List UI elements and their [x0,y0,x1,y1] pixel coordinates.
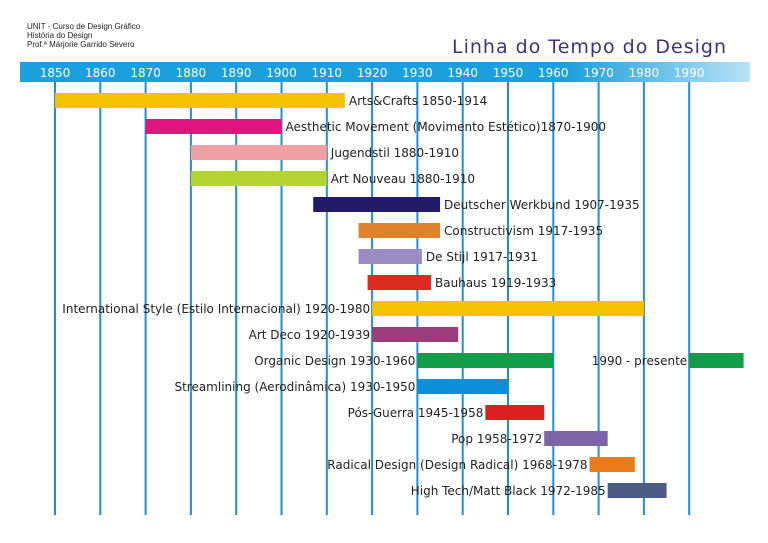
tick-label-1900: 1900 [266,66,297,80]
bar-label-1990-presente: 1990 - presente [592,354,688,368]
tick-label-1990: 1990 [674,66,705,80]
bar-label-high-tech-matt-black-1972-1985: High Tech/Matt Black 1972-1985 [411,484,606,498]
tick-label-1950: 1950 [493,66,524,80]
bar-organic-design-1930-1960 [417,353,554,368]
bar-label-international-style-estilo-internacional-1920-1980: International Style (Estilo Internaciona… [62,302,370,316]
bar-label-de-stijl-1917-1931: De Stijl 1917-1931 [426,250,538,264]
tick-label-1890: 1890 [221,66,252,80]
credit-line-subject: História do Design [27,31,93,40]
tick-label-1880: 1880 [176,66,207,80]
bar-bauhaus-1919-1933 [367,275,431,290]
bar-label-radical-design-design-radical-1968-1978: Radical Design (Design Radical) 1968-197… [327,458,587,472]
bar-streamlining-aerodin-mica-1930-1950 [417,379,508,394]
course-credits: UNIT - Curso de Design Gráfico História … [27,22,140,49]
bar-label-deutscher-werkbund-1907-1935: Deutscher Werkbund 1907-1935 [444,198,640,212]
bar-label-art-nouveau-1880-1910: Art Nouveau 1880-1910 [331,172,475,186]
bar-pop-1958-1972 [544,431,608,446]
tick-label-1940: 1940 [447,66,478,80]
credit-line-professor: Prof.ª Márjorie Garrido Severo [27,40,135,49]
bar-label-bauhaus-1919-1933: Bauhaus 1919-1933 [435,276,556,290]
tick-label-1920: 1920 [357,66,388,80]
tick-label-1980: 1980 [629,66,660,80]
tick-label-1860: 1860 [85,66,116,80]
bar-high-tech-matt-black-1972-1985 [607,483,667,498]
tick-label-1850: 1850 [40,66,71,80]
credit-line-course: UNIT - Curso de Design Gráfico [27,22,141,31]
bar-deutscher-werkbund-1907-1935 [313,197,441,212]
tick-label-1930: 1930 [402,66,433,80]
tick-label-1960: 1960 [538,66,569,80]
tick-label-1910: 1910 [312,66,343,80]
bar-arts-crafts-1850-1914 [55,93,345,108]
bar-1990-presente [689,353,744,368]
bar-art-deco-1920-1939 [372,327,459,342]
bar-p-s-guerra-1945-1958 [485,405,545,420]
bar-label-jugendstil-1880-1910: Jugendstil 1880-1910 [330,146,459,160]
bar-label-arts-crafts-1850-1914: Arts&Crafts 1850-1914 [349,94,487,108]
bar-jugendstil-1880-1910 [190,145,327,160]
bar-label-constructivism-1917-1935: Constructivism 1917-1935 [444,224,603,238]
bar-international-style-estilo-internacional-1920-1980 [372,301,644,316]
bar-label-p-s-guerra-1945-1958: Pós-Guerra 1945-1958 [348,406,484,420]
bar-de-stijl-1917-1931 [358,249,422,264]
bar-radical-design-design-radical-1968-1978 [589,457,635,472]
tick-label-1870: 1870 [130,66,161,80]
chart-title: Linha do Tempo do Design [452,36,727,58]
tick-label-1970: 1970 [583,66,614,80]
bar-label-aesthetic-movement-movimento-est-tico-1870-1900: Aesthetic Movement (Movimento Estético)1… [286,120,607,134]
bar-label-organic-design-1930-1960: Organic Design 1930-1960 [254,354,415,368]
bar-label-art-deco-1920-1939: Art Deco 1920-1939 [249,328,370,342]
bar-art-nouveau-1880-1910 [190,171,327,186]
bar-label-streamlining-aerodin-mica-1930-1950: Streamlining (Aerodinâmica) 1930-1950 [174,380,415,394]
bar-constructivism-1917-1935 [358,223,441,238]
axis-band [20,62,750,82]
bar-label-pop-1958-1972: Pop 1958-1972 [451,432,542,446]
bar-aesthetic-movement-movimento-est-tico-1870-1900 [145,119,282,134]
